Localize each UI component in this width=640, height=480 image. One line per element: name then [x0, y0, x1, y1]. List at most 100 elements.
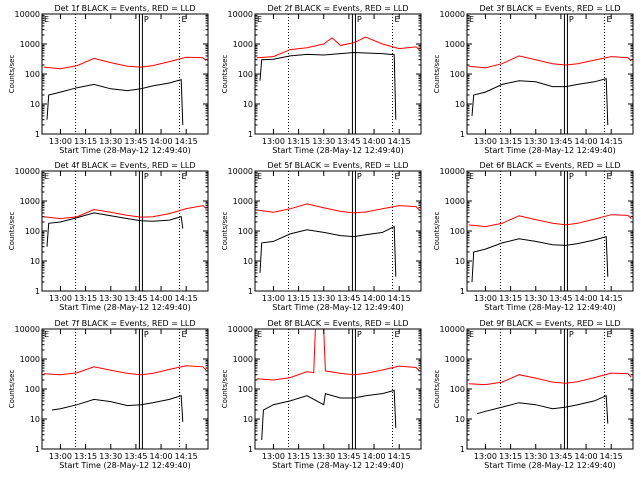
x-tick-label: 13:00	[49, 294, 72, 303]
panel-title: Det 2f BLACK = Events, RED = LLD	[267, 4, 408, 13]
y-tick-label: 10	[455, 257, 465, 266]
plot-frame	[466, 13, 634, 135]
y-tick-label: 10000	[440, 167, 465, 176]
events-series-line	[46, 78, 184, 126]
x-tick-label: 13:00	[262, 137, 285, 146]
x-tick-label: 13:45	[549, 294, 572, 303]
x-tick-label: 13:30	[524, 294, 547, 303]
x-tick-label: 13:30	[99, 452, 122, 461]
y-tick-label: 1000	[445, 40, 465, 49]
y-tick-label: 10	[455, 415, 465, 424]
x-tick-label: 13:15	[287, 294, 310, 303]
y-tick-label: 1	[460, 287, 465, 296]
x-tick-label: 14:00	[575, 452, 598, 461]
x-tick-label: 13:45	[124, 137, 147, 146]
detector-panel: Det 9f BLACK = Events, RED = LLD P E E 1 10 10…	[433, 319, 634, 470]
x-tick-label: 13:15	[74, 452, 97, 461]
lld-series-line	[43, 56, 207, 70]
peak-marker-label: P	[144, 330, 149, 339]
detector-panel: Det 3f BLACK = Events, RED = LLD P E E 1 10 10…	[433, 4, 634, 155]
x-tick-label: 13:30	[312, 137, 335, 146]
x-tick-label: 13:15	[287, 452, 310, 461]
plot-frame	[41, 13, 209, 135]
x-axis-label: Start Time (28-May-12 12:49:40)	[484, 303, 615, 312]
y-tick-label: 10	[30, 100, 40, 109]
x-tick-label: 13:45	[337, 137, 360, 146]
start-marker-label: E	[469, 172, 474, 181]
y-tick-label: 100	[450, 385, 465, 394]
y-axis-label: Counts/sec	[433, 55, 441, 94]
x-tick-label: 13:00	[49, 137, 72, 146]
x-tick-label: 13:45	[124, 452, 147, 461]
y-tick-label: 10	[243, 257, 253, 266]
peak-marker-label: P	[569, 15, 574, 24]
x-tick-label: 13:00	[262, 294, 285, 303]
y-tick-label: 1000	[20, 40, 40, 49]
start-marker-label: E	[469, 15, 474, 24]
x-axis-label: Start Time (28-May-12 12:49:40)	[59, 303, 190, 312]
x-tick-label: 13:45	[337, 294, 360, 303]
x-tick-label: 13:15	[499, 452, 522, 461]
y-tick-label: 1	[35, 445, 40, 454]
x-tick-label: 14:15	[600, 137, 623, 146]
panel-title: Det 8f BLACK = Events, RED = LLD	[267, 319, 408, 328]
peak-marker-label: P	[357, 172, 362, 181]
x-tick-label: 14:00	[363, 294, 386, 303]
y-tick-label: 1	[35, 130, 40, 139]
y-tick-label: 10	[455, 100, 465, 109]
y-tick-label: 10000	[440, 10, 465, 19]
panel-title: Det 4f BLACK = Events, RED = LLD	[54, 161, 195, 170]
x-tick-label: 13:00	[49, 452, 72, 461]
x-tick-label: 13:45	[549, 452, 572, 461]
start-marker-label: E	[469, 330, 474, 339]
end-marker-label: E	[606, 15, 611, 24]
x-tick-label: 14:15	[388, 137, 411, 146]
y-tick-label: 1	[248, 287, 253, 296]
plot-frame	[466, 328, 634, 450]
x-tick-label: 14:00	[150, 137, 173, 146]
events-series-line	[471, 77, 609, 126]
y-tick-label: 1	[460, 130, 465, 139]
y-tick-label: 1	[248, 130, 253, 139]
y-tick-label: 1	[460, 445, 465, 454]
x-axis-label: Start Time (28-May-12 12:49:40)	[272, 461, 403, 470]
start-marker-label: E	[44, 15, 49, 24]
x-tick-label: 14:15	[175, 452, 198, 461]
y-tick-label: 100	[238, 227, 253, 236]
events-series-line	[471, 235, 609, 283]
lld-series-line	[256, 36, 420, 59]
x-tick-label: 14:00	[363, 452, 386, 461]
y-tick-label: 1000	[20, 355, 40, 364]
y-tick-label: 1000	[445, 355, 465, 364]
panel-title: Det 5f BLACK = Events, RED = LLD	[267, 161, 408, 170]
end-marker-label: E	[606, 330, 611, 339]
y-tick-label: 1000	[233, 355, 253, 364]
start-marker-label: E	[257, 330, 262, 339]
y-tick-label: 10000	[15, 167, 40, 176]
plot-frame	[254, 328, 422, 450]
panel-title: Det 6f BLACK = Events, RED = LLD	[479, 161, 620, 170]
y-tick-label: 1000	[20, 197, 40, 206]
peak-marker-label: P	[357, 330, 362, 339]
events-series-line	[46, 212, 184, 247]
x-tick-label: 13:00	[474, 452, 497, 461]
x-tick-label: 13:00	[474, 294, 497, 303]
y-tick-label: 1	[35, 287, 40, 296]
x-tick-label: 14:00	[150, 452, 173, 461]
x-tick-label: 13:45	[337, 452, 360, 461]
detector-panel: Det 2f BLACK = Events, RED = LLD P E E 1 10 10…	[221, 4, 422, 155]
lld-series-line	[256, 328, 420, 381]
panel-title: Det 3f BLACK = Events, RED = LLD	[479, 4, 620, 13]
detector-panel: Det 5f BLACK = Events, RED = LLD P E E 1 10 10…	[221, 161, 422, 312]
y-tick-label: 10	[30, 415, 40, 424]
end-marker-label: E	[181, 172, 186, 181]
x-axis-label: Start Time (28-May-12 12:49:40)	[272, 303, 403, 312]
detector-panel: Det 7f BLACK = Events, RED = LLD P E E 1 10 10…	[8, 319, 209, 470]
peak-marker-label: P	[357, 15, 362, 24]
start-marker-label: E	[44, 330, 49, 339]
x-tick-label: 14:00	[150, 294, 173, 303]
plot-frame	[41, 170, 209, 292]
y-tick-label: 100	[238, 385, 253, 394]
x-tick-label: 14:00	[575, 137, 598, 146]
x-tick-label: 13:30	[312, 294, 335, 303]
